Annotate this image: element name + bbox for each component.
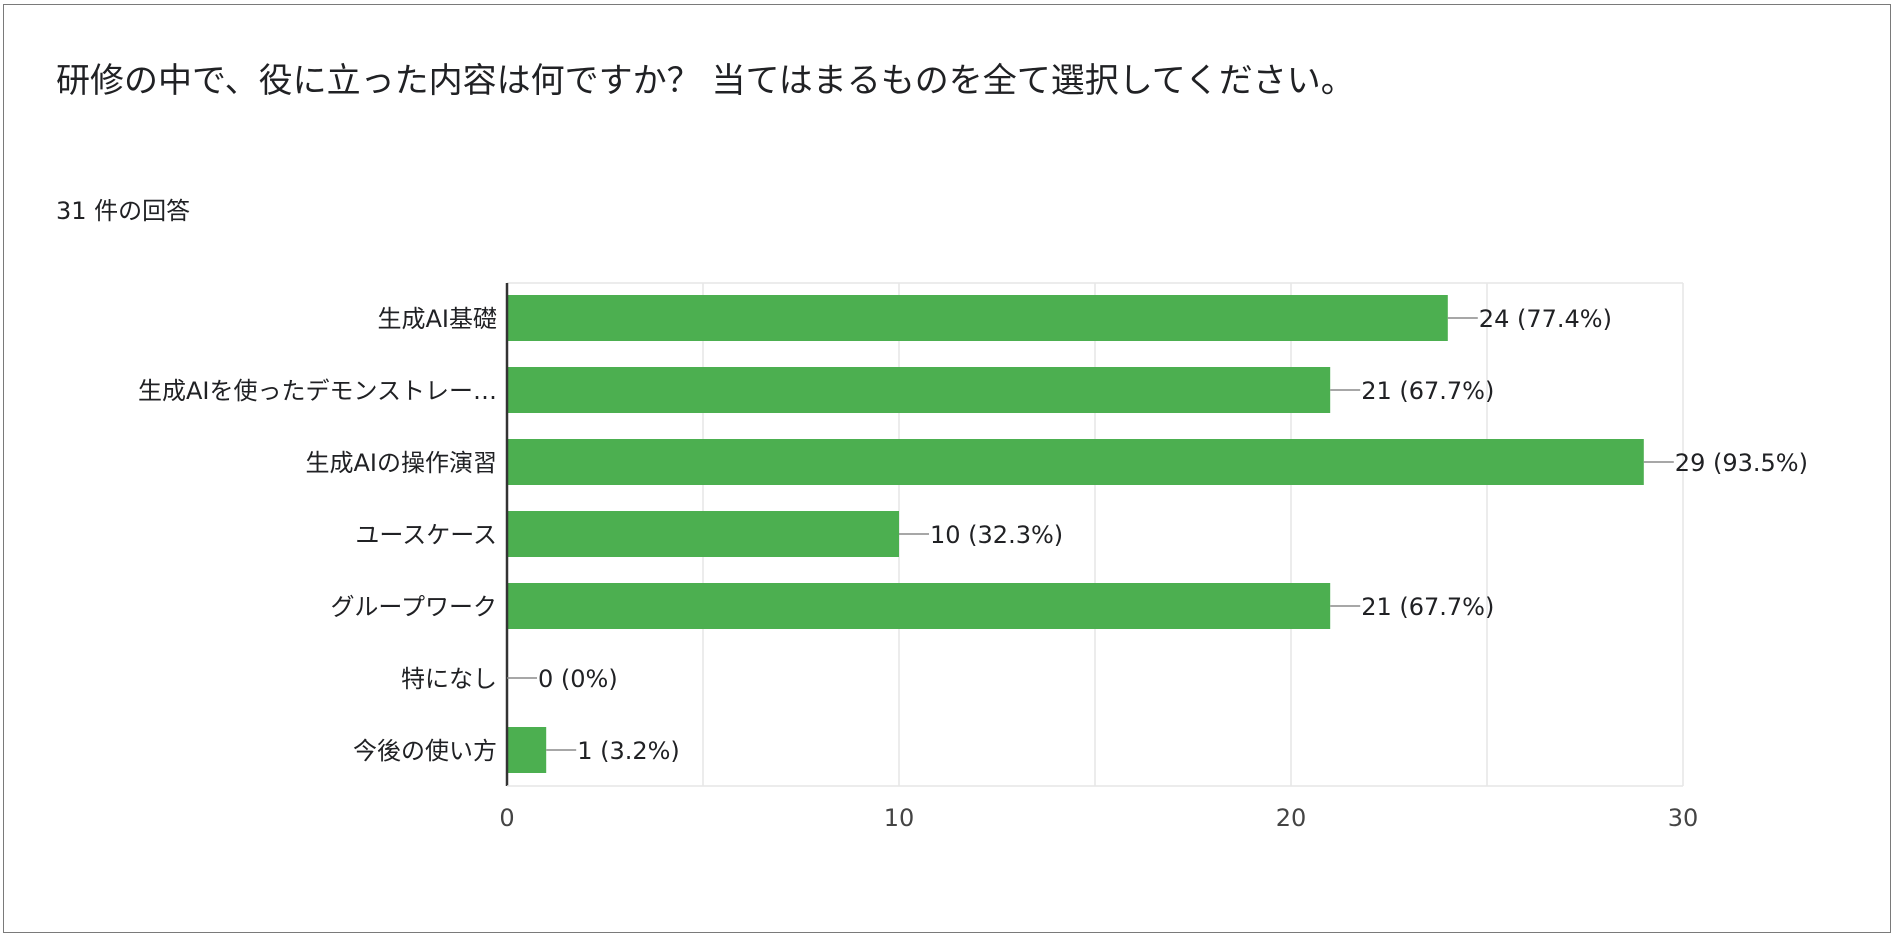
question-title: 研修の中で、役に立った内容は何ですか？ 当てはまるものを全て選択してください。 xyxy=(56,61,1355,101)
bar[interactable] xyxy=(507,583,1331,629)
bar[interactable] xyxy=(507,295,1448,341)
category-label: 生成AI基礎 xyxy=(378,305,498,333)
category-label: 生成AIを使ったデモンストレー… xyxy=(138,377,497,405)
labels: 生成AI基礎 24 (77.4%) 生成AIを使ったデモンストレー… 21 (67.7… xyxy=(138,305,1808,765)
category-label: 特になし xyxy=(401,665,497,693)
value-label: 21 (67.7%) xyxy=(1361,593,1494,621)
value-label: 24 (77.4%) xyxy=(1479,305,1612,333)
x-tick-label: 0 xyxy=(499,804,514,832)
category-label: グループワーク xyxy=(330,593,497,621)
category-label: 生成AIの操作演習 xyxy=(306,449,498,477)
category-label: 今後の使い方 xyxy=(353,737,497,765)
bar[interactable] xyxy=(507,727,547,773)
bar[interactable] xyxy=(507,439,1644,485)
category-label: ユースケース xyxy=(355,521,497,549)
value-label: 0 (0%) xyxy=(538,665,618,693)
bars xyxy=(507,295,1644,773)
value-label: 1 (3.2%) xyxy=(577,737,680,765)
value-label: 21 (67.7%) xyxy=(1361,377,1494,405)
response-count: 31 件の回答 xyxy=(56,197,191,225)
axes: 0 10 20 30 xyxy=(499,283,1698,832)
x-tick-label: 10 xyxy=(884,804,915,832)
value-label: 10 (32.3%) xyxy=(930,521,1063,549)
x-tick-label: 20 xyxy=(1276,804,1307,832)
bar[interactable] xyxy=(507,367,1331,413)
value-label: 29 (93.5%) xyxy=(1675,449,1808,477)
bar[interactable] xyxy=(507,511,899,557)
x-tick-label: 30 xyxy=(1668,804,1699,832)
